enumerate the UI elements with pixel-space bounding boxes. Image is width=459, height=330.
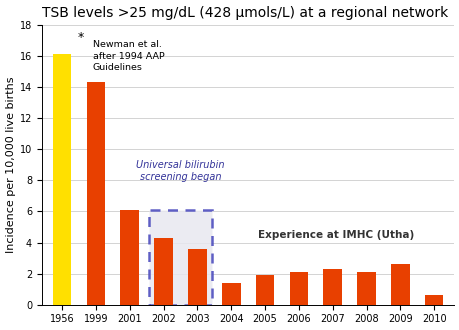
Bar	[120, 210, 139, 305]
Bar	[323, 269, 341, 305]
Bar	[86, 82, 105, 305]
Bar	[120, 210, 139, 305]
Text: Newman et al.
after 1994 AAP
Guidelines: Newman et al. after 1994 AAP Guidelines	[92, 41, 164, 72]
Bar	[424, 295, 442, 305]
Bar	[390, 264, 409, 305]
Text: TSB levels >25 mg/dL (428 μmols/L) at a regional network: TSB levels >25 mg/dL (428 μmols/L) at a …	[42, 6, 447, 19]
Text: *: *	[77, 31, 84, 44]
Bar	[221, 283, 240, 305]
Bar	[323, 269, 341, 305]
Bar	[357, 272, 375, 305]
Bar	[188, 249, 206, 305]
Bar	[221, 283, 240, 305]
Bar	[289, 272, 308, 305]
Bar	[53, 54, 71, 305]
Bar	[86, 82, 105, 305]
Bar	[188, 249, 206, 305]
Bar	[424, 295, 442, 305]
Bar	[357, 272, 375, 305]
Bar	[53, 54, 71, 305]
Bar	[390, 264, 409, 305]
Bar	[154, 238, 173, 305]
Text: Universal bilirubin
screening began: Universal bilirubin screening began	[136, 159, 224, 182]
Bar	[289, 272, 308, 305]
Bar	[149, 210, 211, 305]
Bar	[154, 238, 173, 305]
Bar	[255, 275, 274, 305]
Bar	[255, 275, 274, 305]
Y-axis label: Incidence per 10,000 live births: Incidence per 10,000 live births	[6, 77, 16, 253]
Text: Experience at IMHC (Utha): Experience at IMHC (Utha)	[257, 230, 414, 240]
